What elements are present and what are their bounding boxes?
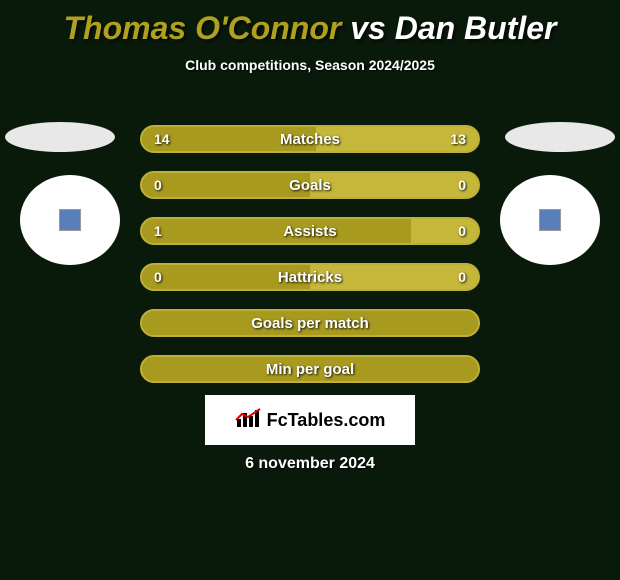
player2-crest-circle [500, 175, 600, 265]
stat-label: Matches [142, 127, 478, 151]
stat-row: Matches14 13 [140, 125, 480, 153]
subtitle: Club competitions, Season 2024/2025 [0, 57, 620, 73]
bar-chart-icon [235, 407, 261, 434]
player2-oval [505, 122, 615, 152]
player1-crest-circle [20, 175, 120, 265]
stat-label: Min per goal [142, 357, 478, 381]
stat-row: Hattricks0 0 [140, 263, 480, 291]
stat-row: Goals per match [140, 309, 480, 337]
stat-value-right: 0 [458, 173, 466, 197]
title-vs: vs [341, 10, 394, 46]
stat-value-right: 0 [458, 265, 466, 289]
stat-value-right: 0 [458, 219, 466, 243]
comparison-bars: Matches1413Goals00Assists10Hattricks00Go… [140, 125, 480, 401]
stat-row: Assists1 0 [140, 217, 480, 245]
stat-value-left: 14 [154, 127, 170, 151]
stat-value-left: 0 [154, 173, 162, 197]
stat-label: Goals [142, 173, 478, 197]
player2-crest-icon [539, 209, 561, 231]
title-player2: Dan Butler [395, 10, 557, 46]
stat-label: Hattricks [142, 265, 478, 289]
page-title: Thomas O'Connor vs Dan Butler [0, 0, 620, 47]
title-player1: Thomas O'Connor [64, 10, 342, 46]
stat-row: Goals0 0 [140, 171, 480, 199]
stat-row: Min per goal [140, 355, 480, 383]
stat-value-left: 1 [154, 219, 162, 243]
stat-value-left: 0 [154, 265, 162, 289]
brand-text: FcTables.com [267, 410, 386, 431]
stat-label: Assists [142, 219, 478, 243]
stat-value-right: 13 [450, 127, 466, 151]
player1-oval [5, 122, 115, 152]
date-text: 6 november 2024 [0, 455, 620, 473]
player1-crest-icon [59, 209, 81, 231]
brand-badge[interactable]: FcTables.com [205, 395, 415, 445]
stat-label: Goals per match [142, 311, 478, 335]
